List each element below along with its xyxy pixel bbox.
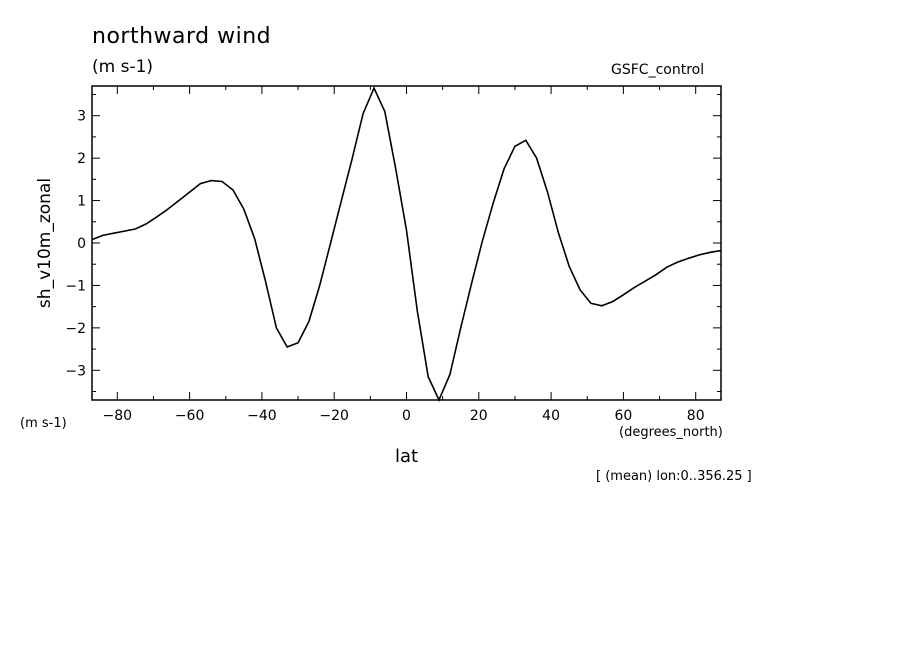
chart-title: northward wind <box>92 24 272 49</box>
x-tick-label: 0 <box>402 408 411 424</box>
x-tick-label: 80 <box>687 408 705 424</box>
y-tick-label: −1 <box>65 278 86 294</box>
x-tick-label: −20 <box>319 408 349 424</box>
y-tick-label: −3 <box>65 363 86 379</box>
series-line <box>91 86 722 402</box>
y-tick-label: 1 <box>77 194 86 210</box>
x-tick-label: −40 <box>247 408 277 424</box>
tick-labels: −80 −60 −40 −20 0 20 40 60 80 −3 −2 −1 0 1 2 3 <box>65 109 704 424</box>
x-axis-units: (degrees_north) <box>619 425 723 440</box>
plot-frame <box>91 85 722 401</box>
x-axis-label: lat <box>395 446 419 467</box>
x-tick-label: 60 <box>614 408 632 424</box>
y-tick-label: 0 <box>77 236 86 252</box>
x-tick-label: 20 <box>470 408 488 424</box>
x-tick-label: −60 <box>175 408 205 424</box>
mean-annotation: [ (mean) lon:0..356.25 ] <box>596 469 752 484</box>
dataset-label: GSFC_control <box>611 62 705 78</box>
y-tick-label: 3 <box>77 109 86 125</box>
y-tick-label: −2 <box>65 321 86 337</box>
y-axis-units: (m s-1) <box>20 416 67 431</box>
axis-ticks <box>92 86 721 400</box>
chart-units: (m s-1) <box>92 57 154 77</box>
x-tick-label: −80 <box>103 408 133 424</box>
x-tick-label: 40 <box>542 408 560 424</box>
y-tick-label: 2 <box>77 151 86 167</box>
